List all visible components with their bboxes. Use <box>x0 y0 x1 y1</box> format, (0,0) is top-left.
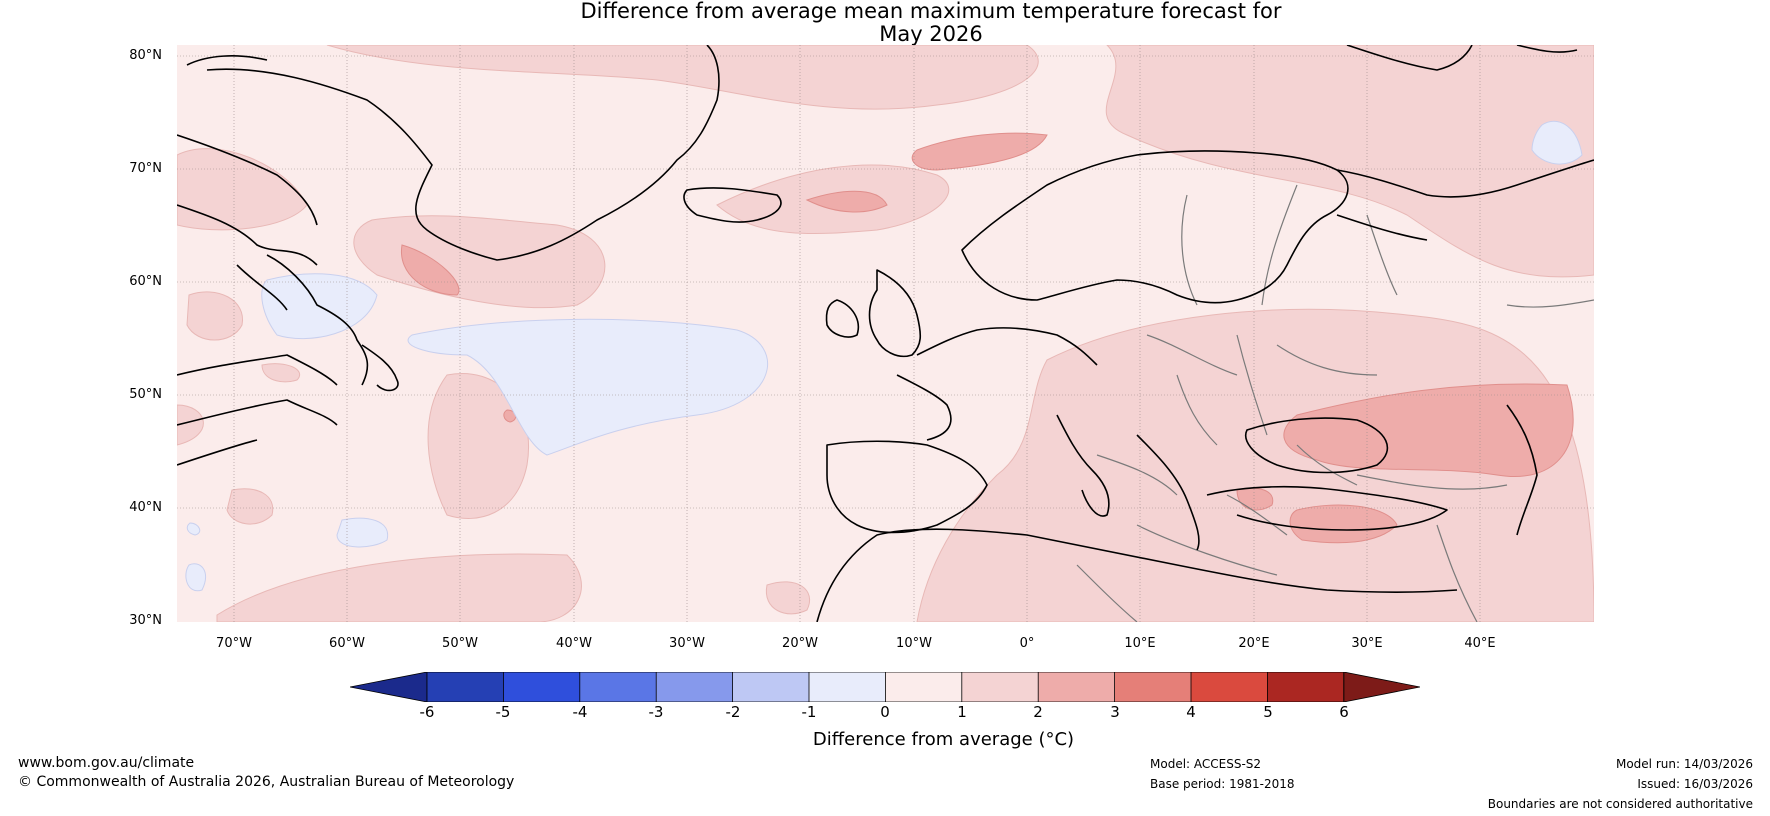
colorbar-segment-neg6-neg5 <box>427 672 504 702</box>
colorbar-tick-neg6: -6 <box>419 703 435 721</box>
lon-label-40e: 40°E <box>1464 636 1496 651</box>
country-borders <box>1076 184 1594 622</box>
colorbar-segment-2-3 <box>1038 672 1115 702</box>
copyright-text: © Commonwealth of Australia 2026, Austra… <box>18 774 515 790</box>
colorbar-tick-1: 1 <box>957 703 967 721</box>
colorbar-tick-neg4: -4 <box>572 703 588 721</box>
colorbar-tick-neg5: -5 <box>495 703 511 721</box>
disclaimer: Boundaries are not considered authoritat… <box>1487 797 1753 811</box>
colorbar-tick-4: 4 <box>1186 703 1196 721</box>
colorbar-label: Difference from average (°C) <box>812 729 1075 750</box>
issued-date: Issued: 16/03/2026 <box>1637 777 1753 791</box>
model-run-date: Model run: 14/03/2026 <box>1615 757 1753 771</box>
lon-label-50w: 50°W <box>442 636 478 651</box>
forecast-map[interactable] <box>177 45 1594 622</box>
lon-label-0: 0° <box>1019 636 1035 651</box>
colorbar-frame <box>426 672 1345 702</box>
anomaly-shading-neg1-0 <box>185 120 1583 592</box>
colorbar-segment-neg1-0 <box>809 672 886 702</box>
lon-label-10e: 10°E <box>1124 636 1156 651</box>
colorbar-segment-3-4 <box>1114 672 1191 702</box>
colorbar-tick-2: 2 <box>1033 703 1043 721</box>
lon-label-10w: 10°W <box>896 636 932 651</box>
colorbar-segment-5-6 <box>1267 672 1344 702</box>
anomaly-shading-2-3 <box>401 132 1574 544</box>
lon-label-30w: 30°W <box>669 636 705 651</box>
colorbar-tick-neg3: -3 <box>648 703 664 721</box>
colorbar-extend-low <box>350 672 428 702</box>
lat-label-30n: 30°N <box>129 613 162 628</box>
anomaly-shading-1-2 <box>177 45 1594 622</box>
colorbar-segment-1-2 <box>961 672 1039 702</box>
colorbar <box>350 672 1420 702</box>
lon-label-20e: 20°E <box>1238 636 1270 651</box>
website-link[interactable]: www.bom.gov.au/climate <box>18 755 195 771</box>
lat-label-60n: 60°N <box>129 274 162 289</box>
colorbar-tick-3: 3 <box>1110 703 1120 721</box>
lat-label-70n: 70°N <box>129 161 162 176</box>
title-line-2: May 2026 <box>879 22 983 46</box>
colorbar-segment-neg4-neg3 <box>579 672 657 702</box>
map-canvas <box>177 45 1594 622</box>
lat-label-50n: 50°N <box>129 387 162 402</box>
colorbar-tick-6: 6 <box>1339 703 1349 721</box>
lon-label-70w: 70°W <box>216 636 252 651</box>
colorbar-segment-4-5 <box>1191 672 1268 702</box>
base-period: Base period: 1981-2018 <box>1150 777 1295 791</box>
lat-label-40n: 40°N <box>129 500 162 515</box>
colorbar-segment-neg2-neg1 <box>732 672 809 702</box>
colorbar-segment-neg5-neg4 <box>503 672 580 702</box>
colorbar-tick-neg2: -2 <box>725 703 741 721</box>
lon-label-40w: 40°W <box>556 636 592 651</box>
colorbar-segment-0-1 <box>885 672 962 702</box>
title-line-1: Difference from average mean maximum tem… <box>580 0 1282 23</box>
lat-label-80n: 80°N <box>129 48 162 63</box>
colorbar-segment-neg3-neg2 <box>656 672 733 702</box>
colorbar-dividers <box>502 672 1268 702</box>
colorbar-tick-5: 5 <box>1263 703 1273 721</box>
map-title: Difference from average mean maximum tem… <box>0 0 1770 46</box>
lon-label-60w: 60°W <box>329 636 365 651</box>
colorbar-tick-0: 0 <box>880 703 890 721</box>
colorbar-extend-high <box>1343 672 1420 702</box>
coastlines <box>177 45 1594 622</box>
lon-label-30e: 30°E <box>1351 636 1383 651</box>
colorbar-tick-neg1: -1 <box>801 703 817 721</box>
lon-label-20w: 20°W <box>782 636 818 651</box>
model-name: Model: ACCESS-S2 <box>1150 757 1262 771</box>
